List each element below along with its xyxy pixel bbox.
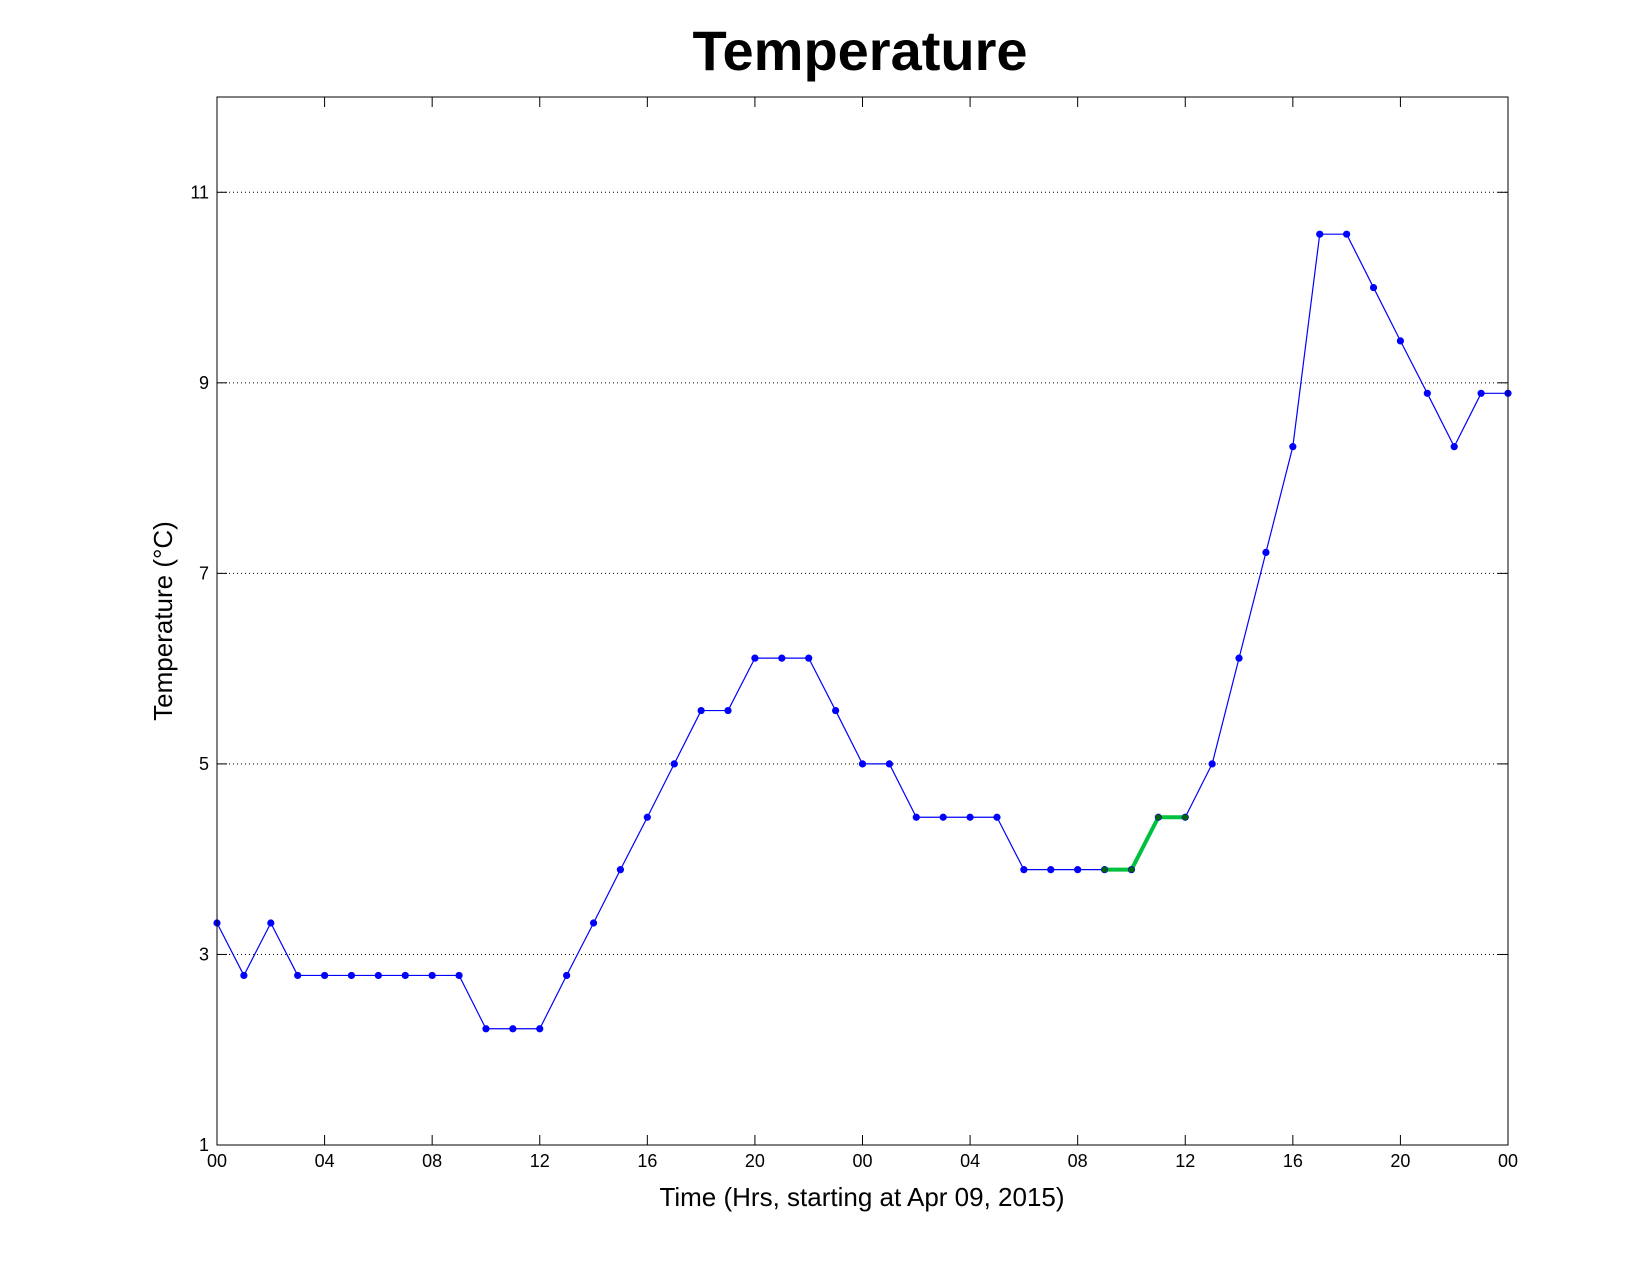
data-point	[1316, 230, 1324, 238]
data-point	[455, 971, 463, 980]
axis-ticks: 1 3 5 7 9 11 00 04 08 12 16 20 00 04 08 12 16 20 00	[190, 97, 1518, 1171]
x-tick-label: 16	[1283, 1151, 1303, 1171]
x-tick-label: 00	[207, 1151, 227, 1171]
y-tick-label: 9	[199, 373, 209, 393]
data-point	[428, 971, 436, 980]
data-point	[1047, 866, 1055, 874]
data-point	[858, 760, 867, 768]
data-point	[536, 1025, 544, 1033]
data-point	[1423, 389, 1431, 397]
x-tick-label: 20	[1390, 1151, 1410, 1171]
data-point	[724, 706, 732, 715]
data-point	[778, 654, 786, 662]
data-point	[267, 919, 275, 927]
x-tick-label: 04	[960, 1151, 980, 1171]
x-tick-label: 12	[530, 1151, 550, 1171]
data-point	[401, 971, 409, 980]
data-series	[213, 230, 1512, 1033]
data-point	[966, 813, 974, 821]
data-point	[1450, 443, 1458, 451]
data-point	[832, 706, 840, 715]
series-line	[216, 233, 1508, 1030]
data-point	[563, 971, 571, 980]
x-tick-label: 08	[1068, 1151, 1088, 1171]
data-point	[1074, 866, 1082, 874]
y-tick-label: 7	[199, 563, 209, 583]
data-point	[670, 760, 678, 768]
data-point	[1396, 337, 1405, 345]
data-point	[509, 1025, 517, 1033]
data-point	[589, 919, 598, 927]
y-tick-label: 11	[190, 182, 209, 202]
data-point	[294, 971, 302, 980]
data-point	[1128, 866, 1135, 873]
y-gridlines	[217, 191, 1508, 955]
x-axis-label: Time (Hrs, starting at Apr 09, 2015)	[659, 1182, 1064, 1212]
y-tick-label: 3	[199, 944, 209, 964]
data-point	[1235, 654, 1243, 662]
y-tick-label: 1	[199, 1135, 209, 1155]
data-point	[1262, 548, 1270, 557]
data-point	[1289, 443, 1297, 451]
data-point	[885, 760, 893, 768]
data-point	[1343, 230, 1351, 238]
x-tick-label: 04	[315, 1151, 335, 1171]
data-point	[1101, 866, 1108, 873]
x-tick-label: 08	[422, 1151, 442, 1171]
x-tick-label: 16	[637, 1151, 657, 1171]
data-point	[374, 971, 382, 980]
data-point	[240, 971, 248, 980]
data-point	[697, 706, 705, 715]
data-point	[1477, 389, 1485, 397]
data-point	[1208, 760, 1216, 768]
x-tick-label: 20	[745, 1151, 765, 1171]
data-point	[1155, 814, 1162, 821]
x-tick-label: 00	[852, 1151, 872, 1171]
data-point	[1369, 283, 1378, 292]
plot-frame	[216, 96, 1509, 1146]
data-point	[805, 654, 813, 662]
data-point	[482, 1025, 490, 1033]
data-point	[1020, 866, 1028, 874]
data-point	[993, 813, 1001, 821]
chart-title: Temperature	[692, 19, 1027, 82]
x-tick-label: 12	[1175, 1151, 1195, 1171]
data-point	[912, 813, 920, 821]
data-point	[643, 813, 651, 821]
y-axis-label: Temperature (°C)	[148, 521, 178, 721]
data-point	[347, 971, 356, 980]
data-point	[1182, 814, 1189, 821]
x-tick-label: 00	[1498, 1151, 1518, 1171]
data-point	[939, 813, 947, 821]
data-point	[616, 866, 625, 874]
data-point	[320, 971, 329, 980]
series-line	[1104, 815, 1186, 872]
data-point	[751, 654, 759, 662]
y-tick-label: 5	[199, 754, 209, 774]
